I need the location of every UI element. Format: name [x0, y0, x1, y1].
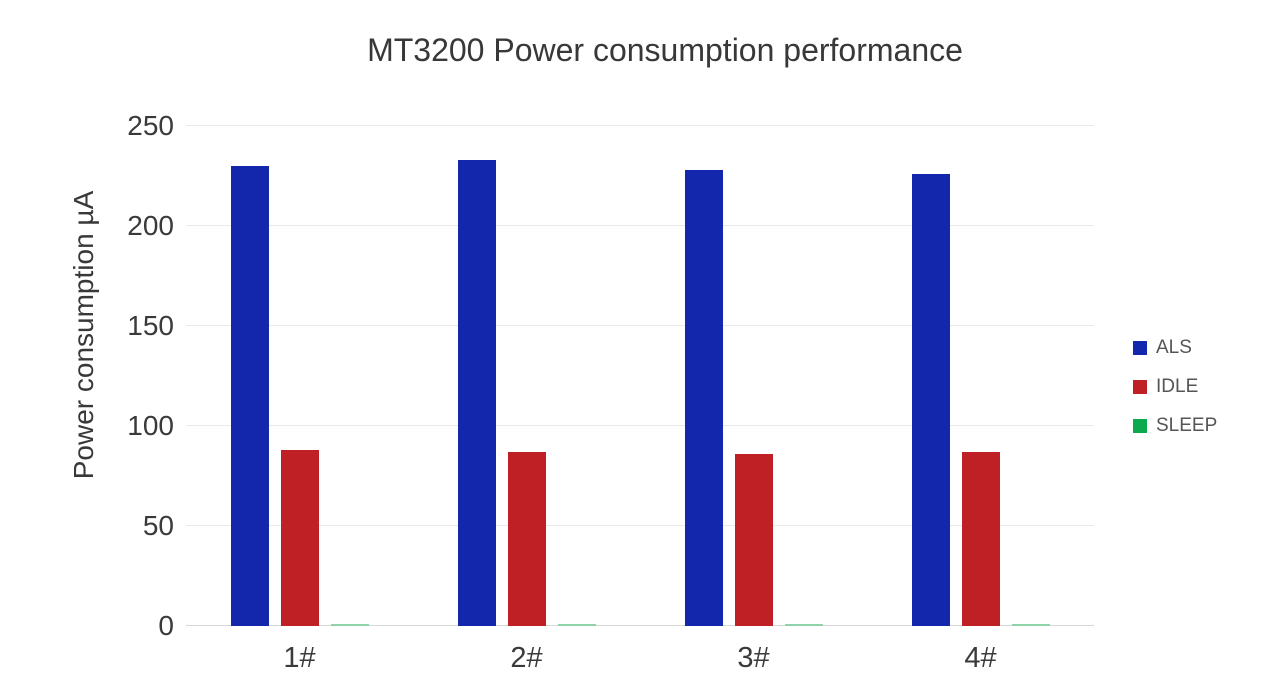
- legend-label-sleep: SLEEP: [1156, 414, 1218, 436]
- y-tick-label-150: 150: [127, 310, 174, 341]
- bar-als-1#: [230, 166, 269, 626]
- gridline-250: [186, 125, 1094, 126]
- bar-als-4#: [911, 174, 950, 626]
- bar-idle-1#: [280, 450, 319, 626]
- y-tick-label-200: 200: [127, 210, 174, 241]
- legend-swatch-sleep: [1133, 418, 1147, 433]
- legend-label-idle: IDLE: [1156, 375, 1199, 397]
- gridline-50: [186, 525, 1094, 526]
- bar-als-3#: [684, 170, 723, 626]
- bar-sleep-1#: [330, 624, 369, 626]
- plot-area: [186, 125, 1094, 626]
- x-tick-label-2#: 2#: [510, 642, 543, 674]
- gridline-200: [186, 225, 1094, 226]
- gridline-100: [186, 425, 1094, 426]
- gridline-150: [186, 325, 1094, 326]
- y-tick-label-100: 100: [127, 410, 174, 441]
- bar-sleep-2#: [557, 624, 596, 626]
- legend-swatch-idle: [1133, 379, 1147, 394]
- x-axis-baseline: [186, 625, 1094, 626]
- legend-item-idle: IDLE: [1133, 367, 1217, 406]
- legend-item-sleep: SLEEP: [1133, 406, 1217, 445]
- legend-item-als: ALS: [1133, 328, 1217, 367]
- x-tick-label-4#: 4#: [964, 642, 997, 674]
- legend-label-als: ALS: [1156, 336, 1192, 358]
- bar-idle-3#: [734, 454, 773, 626]
- y-tick-label-0: 0: [158, 610, 174, 641]
- legend-swatch-als: [1133, 340, 1147, 355]
- bar-sleep-3#: [784, 624, 823, 626]
- x-tick-label-1#: 1#: [283, 642, 316, 674]
- y-tick-label-250: 250: [127, 110, 174, 141]
- chart-title: MT3200 Power consumption performance: [367, 32, 963, 68]
- bar-sleep-4#: [1011, 624, 1050, 626]
- x-tick-label-3#: 3#: [737, 642, 770, 674]
- bar-idle-4#: [961, 452, 1000, 626]
- bar-idle-2#: [507, 452, 546, 626]
- y-tick-label-50: 50: [142, 510, 174, 541]
- legend: ALS IDLE SLEEP: [1133, 328, 1217, 445]
- bar-als-2#: [457, 160, 496, 626]
